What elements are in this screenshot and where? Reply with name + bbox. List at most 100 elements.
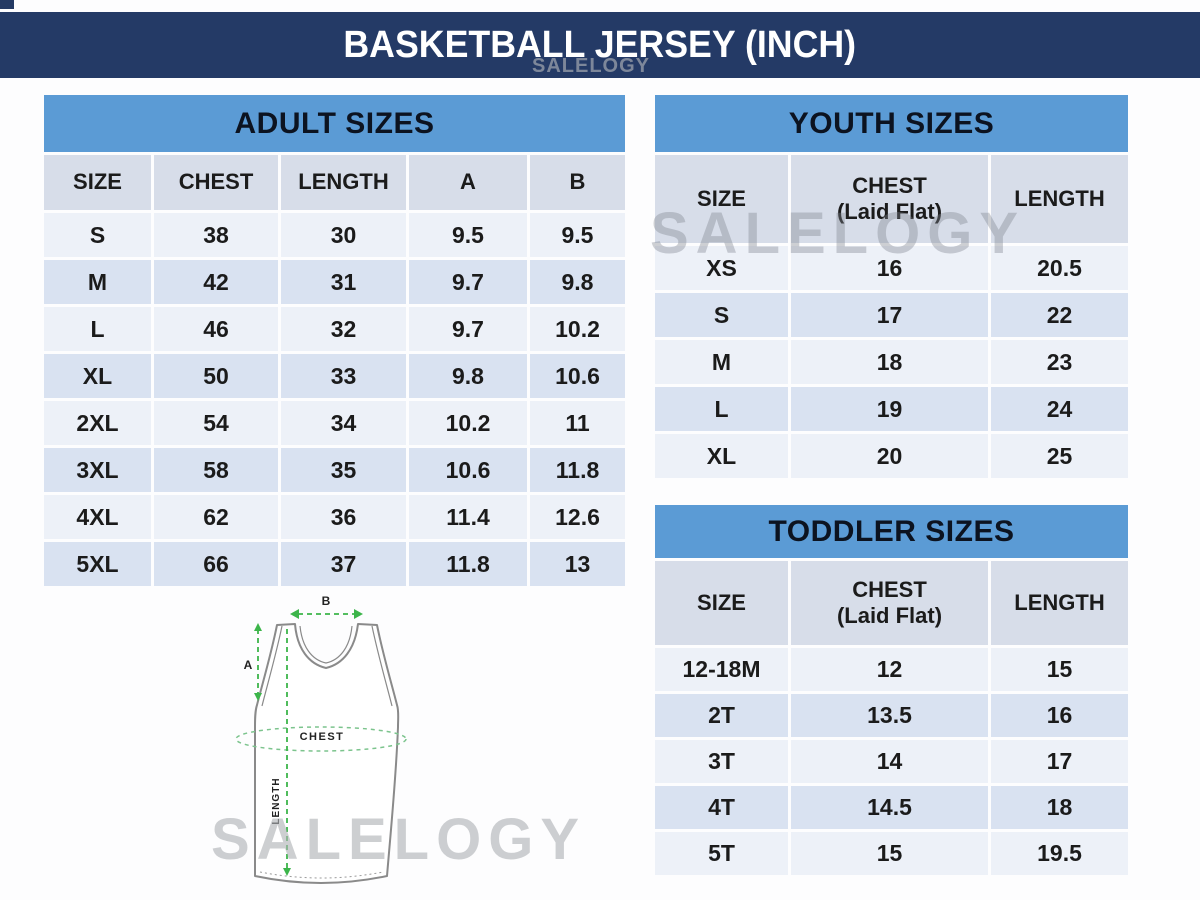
toddler-sizes-table: TODDLER SIZES SIZE CHEST (Laid Flat) LEN… bbox=[655, 505, 1128, 875]
adult-col-chest: CHEST bbox=[154, 155, 278, 210]
table-cell: 17 bbox=[791, 293, 988, 337]
toddler-col-chest-line1: CHEST bbox=[852, 576, 927, 602]
table-cell: M bbox=[655, 340, 788, 384]
table-cell: 3T bbox=[655, 740, 788, 783]
table-cell: 12-18M bbox=[655, 648, 788, 691]
table-cell: 62 bbox=[154, 495, 278, 539]
toddler-col-chest: CHEST (Laid Flat) bbox=[791, 561, 988, 645]
table-cell: 11.4 bbox=[409, 495, 527, 539]
table-cell: 19.5 bbox=[991, 832, 1128, 875]
table-cell: 16 bbox=[991, 694, 1128, 737]
table-cell: 31 bbox=[281, 260, 406, 304]
table-cell: 9.5 bbox=[409, 213, 527, 257]
table-cell: 24 bbox=[991, 387, 1128, 431]
table-cell: M bbox=[44, 260, 151, 304]
table-cell: 11 bbox=[530, 401, 625, 445]
a-label: A bbox=[244, 658, 253, 672]
table-cell: XS bbox=[655, 246, 788, 290]
table-cell: 54 bbox=[154, 401, 278, 445]
table-cell: 9.8 bbox=[409, 354, 527, 398]
page-title: BASKETBALL JERSEY (INCH) bbox=[343, 23, 857, 66]
adult-col-a: A bbox=[409, 155, 527, 210]
table-cell: 50 bbox=[154, 354, 278, 398]
adult-sizes-table: ADULT SIZES SIZE CHEST LENGTH A B S 38 30 9… bbox=[44, 95, 625, 586]
hem-stitch bbox=[259, 871, 384, 879]
table-cell: XL bbox=[44, 354, 151, 398]
table-cell: S bbox=[44, 213, 151, 257]
toddler-table-title: TODDLER SIZES bbox=[655, 505, 1128, 558]
table-cell: 14.5 bbox=[791, 786, 988, 829]
chest-label: CHEST bbox=[300, 731, 345, 743]
table-cell: 9.7 bbox=[409, 307, 527, 351]
table-cell: 10.2 bbox=[409, 401, 527, 445]
adult-col-b: B bbox=[530, 155, 625, 210]
youth-sizes-table: YOUTH SIZES SIZE CHEST (Laid Flat) LENGT… bbox=[655, 95, 1128, 478]
b-label: B bbox=[322, 594, 331, 608]
table-cell: 12 bbox=[791, 648, 988, 691]
table-cell: 5T bbox=[655, 832, 788, 875]
table-cell: 37 bbox=[281, 542, 406, 586]
table-cell: 16 bbox=[791, 246, 988, 290]
table-cell: 15 bbox=[791, 832, 988, 875]
table-cell: 10.6 bbox=[409, 448, 527, 492]
table-cell: 2T bbox=[655, 694, 788, 737]
toddler-col-size: SIZE bbox=[655, 561, 788, 645]
adult-col-length: LENGTH bbox=[281, 155, 406, 210]
table-cell: 4XL bbox=[44, 495, 151, 539]
table-cell: 19 bbox=[791, 387, 988, 431]
chest-measure-ellipse bbox=[235, 726, 407, 752]
table-cell: 22 bbox=[991, 293, 1128, 337]
table-cell: 9.8 bbox=[530, 260, 625, 304]
table-cell: L bbox=[655, 387, 788, 431]
table-cell: 20 bbox=[791, 434, 988, 478]
table-cell: 14 bbox=[791, 740, 988, 783]
table-cell: XL bbox=[655, 434, 788, 478]
table-cell: 11.8 bbox=[409, 542, 527, 586]
table-cell: 15 bbox=[991, 648, 1128, 691]
b-arrow-right bbox=[354, 609, 363, 619]
youth-col-size: SIZE bbox=[655, 155, 788, 243]
neck-trim bbox=[299, 625, 353, 664]
table-cell: 33 bbox=[281, 354, 406, 398]
table-cell: 18 bbox=[791, 340, 988, 384]
table-cell: 34 bbox=[281, 401, 406, 445]
table-cell: 10.6 bbox=[530, 354, 625, 398]
table-cell: 42 bbox=[154, 260, 278, 304]
table-cell: 35 bbox=[281, 448, 406, 492]
chest-label-bg bbox=[295, 729, 349, 743]
table-cell: 18 bbox=[991, 786, 1128, 829]
table-cell: 10.2 bbox=[530, 307, 625, 351]
toddler-col-length: LENGTH bbox=[991, 561, 1128, 645]
a-arrow-bottom bbox=[254, 693, 262, 701]
youth-col-length: LENGTH bbox=[991, 155, 1128, 243]
table-cell: 66 bbox=[154, 542, 278, 586]
table-cell: 25 bbox=[991, 434, 1128, 478]
header-bar: BASKETBALL JERSEY (INCH) bbox=[0, 12, 1200, 78]
table-cell: 5XL bbox=[44, 542, 151, 586]
table-cell: 20.5 bbox=[991, 246, 1128, 290]
youth-table-title: YOUTH SIZES bbox=[655, 95, 1128, 152]
table-cell: 3XL bbox=[44, 448, 151, 492]
a-arrow-top bbox=[254, 623, 262, 631]
left-armhole-trim bbox=[261, 625, 283, 707]
table-cell: 36 bbox=[281, 495, 406, 539]
length-arrow-bottom bbox=[283, 868, 291, 876]
table-cell: 38 bbox=[154, 213, 278, 257]
jersey-diagram: B A CHEST LENGTH bbox=[235, 594, 407, 884]
corner-mark bbox=[0, 0, 14, 9]
table-cell: 58 bbox=[154, 448, 278, 492]
youth-col-chest-line1: CHEST bbox=[852, 172, 927, 198]
table-cell: 13.5 bbox=[791, 694, 988, 737]
youth-col-chest-line2: (Laid Flat) bbox=[836, 199, 943, 224]
table-cell: 17 bbox=[991, 740, 1128, 783]
table-cell: 13 bbox=[530, 542, 625, 586]
jersey-outline bbox=[254, 623, 400, 884]
table-cell: 12.6 bbox=[530, 495, 625, 539]
adult-table-title: ADULT SIZES bbox=[44, 95, 625, 152]
youth-col-chest: CHEST (Laid Flat) bbox=[791, 155, 988, 243]
table-cell: 9.5 bbox=[530, 213, 625, 257]
table-cell: S bbox=[655, 293, 788, 337]
table-cell: L bbox=[44, 307, 151, 351]
table-cell: 46 bbox=[154, 307, 278, 351]
